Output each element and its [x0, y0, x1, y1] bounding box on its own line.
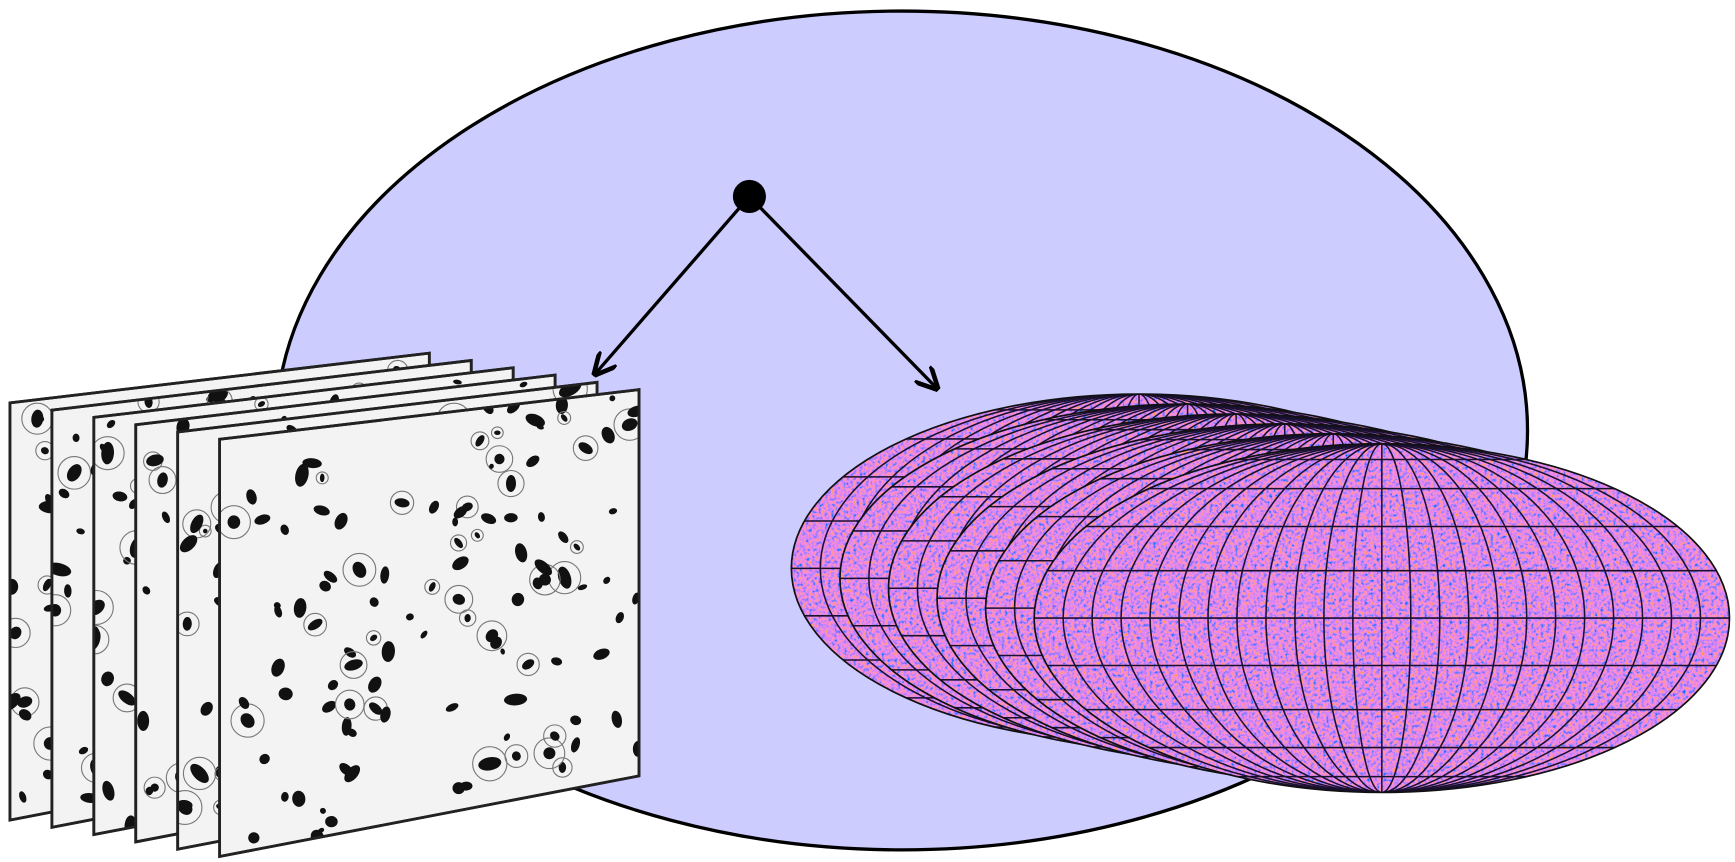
- page: {} (() => { const data = JSON.parse(docu…: [0, 0, 1735, 862]
- galaxy: [494, 430, 500, 435]
- root-node: [733, 180, 766, 213]
- image-panel: [217, 390, 646, 857]
- diagram: [0, 0, 1735, 862]
- panel-bg: [220, 390, 639, 857]
- image-stack: [0, 353, 646, 856]
- sky-map: [1034, 441, 1729, 795]
